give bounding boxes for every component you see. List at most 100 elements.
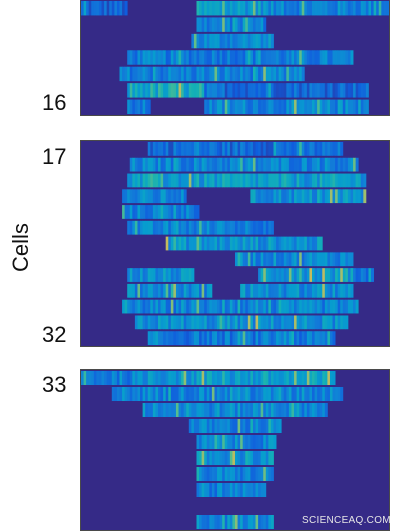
heatmap-cell	[193, 315, 197, 330]
heatmap-cell	[263, 66, 267, 82]
heatmap-cell	[294, 83, 297, 98]
heatmap-cell	[296, 299, 300, 314]
heatmap-cell	[204, 299, 208, 314]
heatmap-cell	[145, 83, 149, 98]
heatmap-cell	[227, 50, 231, 65]
heatmap-cell	[258, 66, 262, 82]
heatmap-cell	[132, 173, 136, 188]
heatmap-cell	[283, 236, 287, 251]
heatmap-cell	[206, 515, 210, 529]
heatmap-cell	[247, 66, 251, 82]
heatmap-cell	[335, 252, 339, 267]
heatmap-cell	[381, 1, 385, 16]
heatmap-cell	[127, 83, 131, 98]
heatmap-cell	[291, 173, 295, 188]
heatmap-cell	[145, 299, 149, 314]
heatmap-cell	[224, 99, 228, 114]
heatmap-cell	[134, 283, 138, 298]
heatmap-cell	[191, 371, 195, 385]
heatmap-cell	[245, 403, 249, 417]
heatmap-cell	[155, 283, 159, 298]
heatmap-cell	[222, 467, 226, 481]
heatmap-cell	[132, 283, 136, 298]
heatmap-cell	[188, 268, 192, 282]
heatmap-cell	[263, 435, 267, 449]
heatmap-cell	[104, 1, 108, 16]
heatmap-cell	[199, 483, 203, 497]
heatmap-cell	[132, 189, 136, 204]
heatmap-cell	[365, 83, 369, 98]
heatmap-cell	[252, 99, 256, 114]
heatmap-cell	[247, 315, 251, 330]
heatmap-cell	[309, 189, 313, 204]
heatmap-cell	[317, 331, 321, 345]
heatmap-cell	[286, 189, 290, 204]
heatmap-cell	[178, 331, 182, 345]
heatmap-cell	[219, 331, 223, 345]
heatmap-cell	[129, 299, 133, 314]
heatmap-cell	[214, 236, 218, 251]
heatmap-cell	[163, 387, 167, 401]
heatmap-cell	[304, 189, 308, 204]
heatmap-cell	[309, 299, 313, 314]
heatmap-cell	[252, 331, 256, 345]
heatmap-cell	[260, 403, 264, 417]
heatmap-cell	[196, 403, 200, 417]
heatmap-cell	[291, 83, 295, 98]
heatmap-cell	[124, 1, 128, 16]
heatmap-cell	[137, 220, 141, 235]
heatmap-cell	[160, 387, 164, 401]
heatmap-cell	[188, 403, 192, 417]
heatmap-cell	[247, 220, 251, 235]
heatmap-cell	[181, 189, 185, 204]
heatmap-cell	[265, 451, 269, 465]
heatmap-cell	[206, 173, 210, 188]
heatmap-cell	[235, 50, 238, 65]
heatmap-cell	[237, 236, 241, 251]
heatmap-cell	[255, 403, 259, 417]
heatmap-cell	[247, 419, 251, 433]
heatmap-cell	[294, 387, 297, 401]
heatmap-cell	[219, 220, 223, 235]
heatmap-cell	[283, 142, 287, 156]
heatmap-cell	[306, 283, 310, 298]
heatmap-cell	[199, 50, 203, 65]
heatmap-cell	[224, 387, 228, 401]
heatmap-cell	[83, 371, 87, 385]
heatmap-cell	[245, 173, 249, 188]
heatmap-cell	[155, 371, 159, 385]
heatmap-cell	[211, 451, 215, 465]
heatmap-cell	[193, 403, 197, 417]
heatmap-cell	[306, 142, 310, 156]
heatmap-cell	[168, 142, 172, 156]
heatmap-cell	[237, 66, 241, 82]
heatmap-cell	[337, 83, 341, 98]
heatmap-cell	[322, 403, 326, 417]
heatmap-cell	[260, 515, 264, 529]
heatmap-cell	[240, 83, 244, 98]
heatmap-cell	[240, 387, 244, 401]
heatmap-cell	[276, 142, 280, 156]
heatmap-cell	[178, 220, 182, 235]
heatmap-cell	[317, 189, 321, 204]
heatmap-cell	[224, 220, 228, 235]
heatmap-cell	[127, 189, 131, 204]
heatmap-cell	[260, 299, 264, 314]
heatmap-cell	[255, 451, 259, 465]
heatmap-cell	[237, 315, 241, 330]
heatmap-cell	[273, 157, 277, 172]
heatmap-cell	[142, 403, 146, 417]
heatmap-cell	[175, 189, 179, 204]
heatmap-cell	[250, 283, 254, 298]
heatmap-cell	[204, 467, 208, 481]
heatmap-cell	[140, 371, 143, 385]
heatmap-cell	[191, 403, 195, 417]
heatmap-cell	[170, 157, 174, 172]
heatmap-cell	[327, 99, 331, 114]
heatmap-cell	[329, 315, 333, 330]
heatmap-cell	[291, 403, 295, 417]
heatmap-cell	[209, 173, 213, 188]
heatmap-cell	[147, 315, 151, 330]
heatmap-cell	[242, 66, 246, 82]
heatmap-cell	[170, 142, 174, 156]
